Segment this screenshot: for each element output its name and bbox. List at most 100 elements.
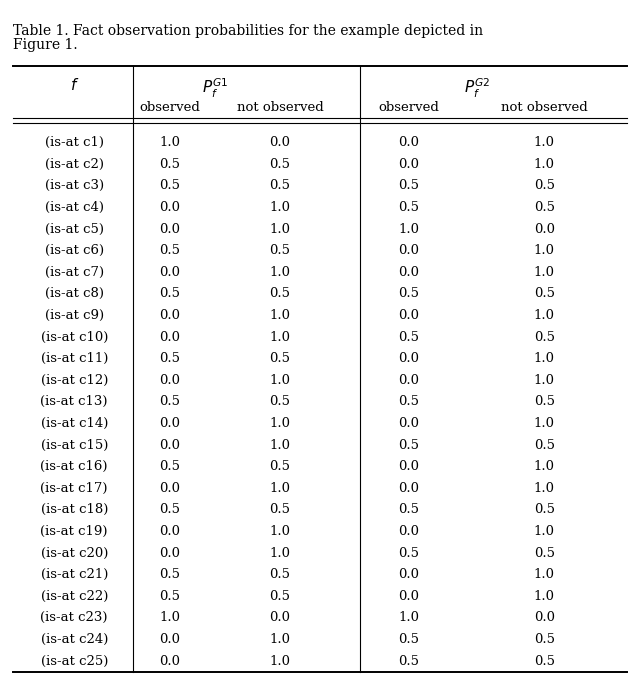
Text: 0.5: 0.5 [159, 244, 180, 257]
Text: 1.0: 1.0 [534, 374, 555, 387]
Text: 0.5: 0.5 [399, 633, 420, 646]
Text: 0.5: 0.5 [399, 180, 420, 192]
Text: 0.5: 0.5 [269, 158, 291, 171]
Text: 1.0: 1.0 [269, 374, 291, 387]
Text: 1.0: 1.0 [534, 136, 555, 149]
Text: 0.0: 0.0 [269, 136, 291, 149]
Text: 0.5: 0.5 [399, 503, 420, 516]
Text: not observed: not observed [237, 102, 323, 115]
Text: (is-at c12): (is-at c12) [40, 374, 108, 387]
Text: 1.0: 1.0 [269, 633, 291, 646]
Text: 1.0: 1.0 [159, 136, 180, 149]
Text: 1.0: 1.0 [399, 223, 420, 236]
Text: 0.0: 0.0 [159, 223, 180, 236]
Text: 0.5: 0.5 [399, 395, 420, 408]
Text: 0.5: 0.5 [534, 180, 555, 192]
Text: 1.0: 1.0 [534, 460, 555, 473]
Text: 1.0: 1.0 [269, 525, 291, 538]
Text: (is-at c17): (is-at c17) [40, 482, 108, 495]
Text: 0.0: 0.0 [534, 223, 555, 236]
Text: (is-at c8): (is-at c8) [45, 287, 104, 301]
Text: 0.5: 0.5 [534, 395, 555, 408]
Text: 1.0: 1.0 [534, 568, 555, 581]
Text: 0.0: 0.0 [159, 439, 180, 452]
Text: (is-at c1): (is-at c1) [45, 136, 104, 149]
Text: 0.0: 0.0 [399, 568, 420, 581]
Text: 0.0: 0.0 [159, 547, 180, 560]
Text: 0.5: 0.5 [159, 395, 180, 408]
Text: 0.0: 0.0 [399, 309, 420, 322]
Text: 0.0: 0.0 [159, 633, 180, 646]
Text: 0.0: 0.0 [159, 525, 180, 538]
Text: 0.5: 0.5 [269, 244, 291, 257]
Text: 0.5: 0.5 [399, 439, 420, 452]
Text: 0.0: 0.0 [159, 309, 180, 322]
Text: 0.5: 0.5 [159, 503, 180, 516]
Text: 0.0: 0.0 [399, 482, 420, 495]
Text: 1.0: 1.0 [534, 482, 555, 495]
Text: 0.0: 0.0 [399, 136, 420, 149]
Text: (is-at c2): (is-at c2) [45, 158, 104, 171]
Text: observed: observed [139, 102, 200, 115]
Text: 0.5: 0.5 [534, 439, 555, 452]
Text: not observed: not observed [501, 102, 588, 115]
Text: observed: observed [379, 102, 440, 115]
Text: 0.0: 0.0 [159, 330, 180, 343]
Text: (is-at c11): (is-at c11) [40, 352, 108, 365]
Text: 1.0: 1.0 [534, 244, 555, 257]
Text: (is-at c3): (is-at c3) [45, 180, 104, 192]
Text: 0.5: 0.5 [269, 568, 291, 581]
Text: 1.0: 1.0 [534, 352, 555, 365]
Text: 1.0: 1.0 [269, 439, 291, 452]
Text: (is-at c13): (is-at c13) [40, 395, 108, 408]
Text: 0.5: 0.5 [159, 287, 180, 301]
Text: 0.0: 0.0 [399, 374, 420, 387]
Text: $f$: $f$ [70, 77, 79, 93]
Text: (is-at c23): (is-at c23) [40, 612, 108, 625]
Text: 0.5: 0.5 [399, 330, 420, 343]
Text: 0.5: 0.5 [269, 590, 291, 603]
Text: 0.5: 0.5 [159, 352, 180, 365]
Text: (is-at c6): (is-at c6) [45, 244, 104, 257]
Text: 0.5: 0.5 [159, 590, 180, 603]
Text: 1.0: 1.0 [269, 654, 291, 668]
Text: 0.5: 0.5 [534, 503, 555, 516]
Text: 1.0: 1.0 [269, 482, 291, 495]
Text: 0.5: 0.5 [159, 180, 180, 192]
Text: 0.0: 0.0 [399, 417, 420, 430]
Text: (is-at c5): (is-at c5) [45, 223, 104, 236]
Text: 1.0: 1.0 [269, 223, 291, 236]
Text: 0.0: 0.0 [269, 612, 291, 625]
Text: (is-at c25): (is-at c25) [40, 654, 108, 668]
Text: 0.0: 0.0 [399, 525, 420, 538]
Text: (is-at c20): (is-at c20) [40, 547, 108, 560]
Text: 1.0: 1.0 [269, 266, 291, 278]
Text: (is-at c15): (is-at c15) [40, 439, 108, 452]
Text: 1.0: 1.0 [534, 590, 555, 603]
Text: 0.5: 0.5 [159, 158, 180, 171]
Text: 0.0: 0.0 [399, 590, 420, 603]
Text: 1.0: 1.0 [534, 158, 555, 171]
Text: 0.0: 0.0 [399, 352, 420, 365]
Text: 1.0: 1.0 [269, 309, 291, 322]
Text: 0.0: 0.0 [534, 612, 555, 625]
Text: 1.0: 1.0 [269, 330, 291, 343]
Text: 0.0: 0.0 [399, 266, 420, 278]
Text: 0.5: 0.5 [399, 287, 420, 301]
Text: 1.0: 1.0 [399, 612, 420, 625]
Text: (is-at c18): (is-at c18) [40, 503, 108, 516]
Text: 0.5: 0.5 [399, 654, 420, 668]
Text: (is-at c10): (is-at c10) [40, 330, 108, 343]
Text: 0.5: 0.5 [534, 330, 555, 343]
Text: 1.0: 1.0 [534, 266, 555, 278]
Text: 0.5: 0.5 [534, 633, 555, 646]
Text: 1.0: 1.0 [534, 525, 555, 538]
Text: 0.5: 0.5 [534, 287, 555, 301]
Text: (is-at c22): (is-at c22) [40, 590, 108, 603]
Text: 0.5: 0.5 [269, 287, 291, 301]
Text: (is-at c4): (is-at c4) [45, 201, 104, 214]
Text: (is-at c14): (is-at c14) [40, 417, 108, 430]
Text: 0.5: 0.5 [534, 201, 555, 214]
Text: 0.0: 0.0 [159, 374, 180, 387]
Text: (is-at c19): (is-at c19) [40, 525, 108, 538]
